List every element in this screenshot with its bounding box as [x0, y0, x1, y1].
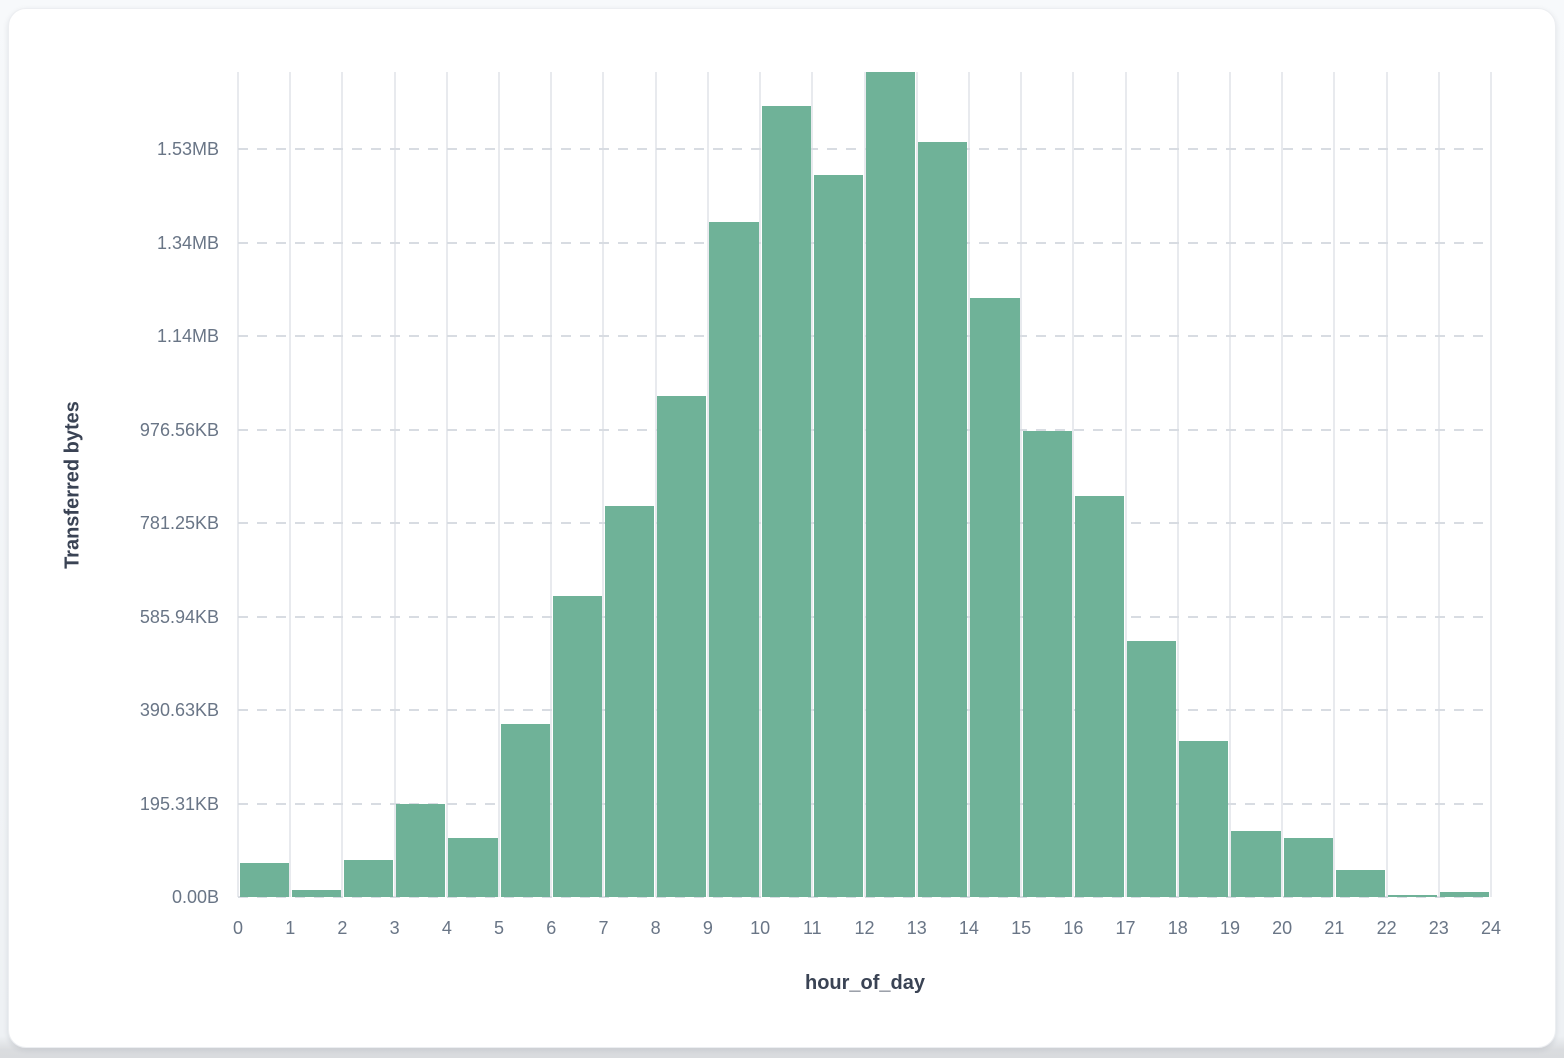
vertical-gridline [341, 72, 344, 897]
vertical-gridline [967, 72, 970, 897]
histogram-bar-hour-12[interactable] [866, 72, 916, 897]
histogram-bar-hour-5[interactable] [500, 724, 550, 897]
vertical-gridline [602, 72, 605, 897]
vertical-gridline [237, 72, 239, 897]
histogram-bar-hour-0[interactable] [239, 862, 289, 897]
vertical-gridline [654, 72, 657, 897]
x-tick-label: 15 [1011, 918, 1032, 938]
x-tick-label: 23 [1428, 918, 1449, 938]
horizontal-gridline [238, 148, 1491, 151]
x-tick-label: 17 [1115, 918, 1136, 938]
x-tick-label: 7 [598, 918, 609, 938]
horizontal-gridline [238, 802, 1491, 805]
vertical-gridline [811, 72, 814, 897]
chart-card: Transferred bytes hour_of_day 0.00B 195.3… [8, 8, 1556, 1048]
x-tick-label: 18 [1167, 918, 1188, 938]
x-tick-label: 14 [958, 918, 979, 938]
y-tick-label: 1.34MB [156, 232, 219, 253]
histogram-bar-hour-15[interactable] [1022, 430, 1072, 897]
vertical-gridline [1333, 72, 1336, 897]
y-tick-label: 390.63KB [139, 700, 219, 721]
x-tick-label: 11 [802, 918, 822, 938]
histogram-bar-hour-20[interactable] [1283, 837, 1333, 897]
horizontal-gridline [238, 241, 1491, 244]
x-tick-label: 22 [1376, 918, 1397, 938]
histogram-bar-hour-21[interactable] [1335, 870, 1386, 897]
histogram-bar-hour-7[interactable] [604, 505, 655, 897]
vertical-gridline [445, 72, 448, 897]
histogram-bar-hour-9[interactable] [709, 222, 759, 897]
horizontal-gridline [238, 428, 1491, 431]
vertical-gridline [706, 72, 709, 897]
y-tick-label: 585.94KB [139, 606, 219, 627]
x-tick-label: 20 [1272, 918, 1293, 938]
x-tick-label: 3 [389, 918, 400, 938]
x-tick-label: 24 [1480, 918, 1502, 938]
vertical-gridline [289, 72, 292, 897]
vertical-gridline [1385, 72, 1388, 897]
x-tick-label: 4 [441, 918, 452, 938]
x-tick-label: 0 [232, 918, 243, 938]
x-tick-label: 10 [750, 918, 771, 938]
x-tick-label: 19 [1219, 918, 1240, 938]
vertical-gridline [1490, 72, 1492, 897]
x-tick-label: 2 [337, 918, 348, 938]
histogram-bar-hour-14[interactable] [970, 298, 1020, 897]
y-tick-label: 781.25KB [139, 513, 219, 534]
x-tick-label: 5 [494, 918, 505, 938]
vertical-gridline [863, 72, 866, 897]
horizontal-gridline [238, 335, 1491, 338]
vertical-gridline [393, 72, 396, 897]
histogram-bar-hour-8[interactable] [657, 396, 707, 897]
vertical-gridline [1020, 72, 1023, 897]
y-tick-label: 976.56KB [139, 419, 219, 440]
histogram-bar-hour-3[interactable] [396, 803, 446, 897]
histogram-bar-hour-18[interactable] [1179, 741, 1229, 897]
vertical-gridline [915, 72, 918, 897]
x-tick-label: 16 [1063, 918, 1084, 938]
histogram-bar-hour-16[interactable] [1074, 496, 1125, 897]
y-tick-label: 0.00B [171, 887, 219, 907]
horizontal-gridline [238, 522, 1491, 525]
vertical-gridline [1228, 72, 1231, 897]
horizontal-gridline [238, 896, 1491, 898]
x-tick-label: 6 [546, 918, 557, 938]
x-axis-title: hour_of_day [804, 972, 926, 994]
histogram-bar-hour-4[interactable] [448, 838, 498, 897]
y-tick-label: 1.14MB [156, 326, 219, 347]
vertical-gridline [1072, 72, 1075, 897]
histogram-bar-hour-2[interactable] [343, 860, 394, 897]
histogram-bar-hour-19[interactable] [1231, 831, 1281, 897]
histogram-bar-hour-1[interactable] [291, 890, 341, 897]
x-tick-label: 12 [854, 918, 875, 938]
histogram-bar-hour-13[interactable] [918, 142, 968, 897]
y-tick-label: 1.53MB [156, 139, 219, 160]
vertical-gridline [1437, 72, 1440, 897]
vertical-gridline [1124, 72, 1127, 897]
histogram-bar-hour-23[interactable] [1440, 891, 1490, 897]
histogram-bar-hour-11[interactable] [813, 174, 863, 897]
plot-area [237, 72, 1492, 898]
vertical-gridline [1281, 72, 1284, 897]
horizontal-gridline [238, 615, 1491, 618]
x-tick-label: 8 [650, 918, 661, 938]
x-tick-label: 1 [285, 918, 296, 938]
histogram-bar-hour-22[interactable] [1388, 894, 1438, 897]
histogram-bar-hour-6[interactable] [552, 595, 602, 897]
x-tick-label: 9 [702, 918, 713, 938]
histogram-bar-hour-10[interactable] [761, 106, 811, 897]
histogram-bar-hour-17[interactable] [1127, 640, 1177, 897]
horizontal-gridline [238, 709, 1491, 712]
x-tick-label: 21 [1324, 918, 1345, 938]
vertical-gridline [498, 72, 501, 897]
vertical-gridline [550, 72, 553, 897]
y-tick-label: 195.31KB [139, 793, 219, 814]
vertical-gridline [759, 72, 762, 897]
vertical-gridline [1176, 72, 1179, 897]
x-tick-label: 13 [906, 918, 927, 938]
